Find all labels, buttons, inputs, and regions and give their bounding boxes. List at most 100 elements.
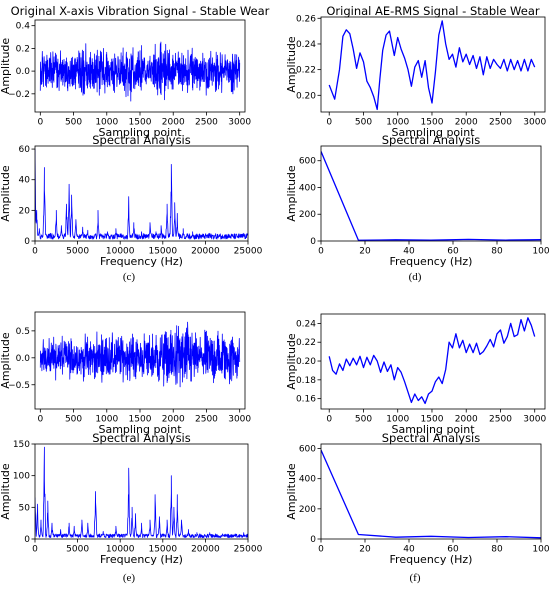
y-tick-label: 100 xyxy=(13,472,30,482)
x-tick-label: 0 xyxy=(326,415,332,425)
x-tick-label: 0 xyxy=(318,545,324,555)
caption-f: (f) xyxy=(410,572,421,584)
y-tick-label: 0 xyxy=(24,535,30,545)
y-tick-label: 0.22 xyxy=(296,66,316,76)
x-tick-label: 500 xyxy=(355,118,372,128)
x-tick-label: 60 xyxy=(447,247,459,257)
y-tick-label: 40 xyxy=(19,176,31,186)
x-tick-label: 2000 xyxy=(455,415,478,425)
y-tick-label: 400 xyxy=(299,183,316,193)
series-line xyxy=(321,151,541,241)
caption-d: (d) xyxy=(409,271,422,283)
x-tick-label: 1500 xyxy=(421,118,444,128)
plot-frame xyxy=(320,443,542,540)
plot-frame xyxy=(320,313,546,410)
y-tick-label: 60 xyxy=(19,145,31,155)
x-tick-label: 20 xyxy=(359,247,371,257)
x-tick-label: 0 xyxy=(326,118,332,128)
x-tick-label: 1500 xyxy=(129,415,152,425)
y-tick-label: 150 xyxy=(13,440,30,450)
y-axis-label: Amplitude xyxy=(0,332,12,389)
caption-c: (c) xyxy=(123,271,136,283)
y-axis-label: Amplitude xyxy=(0,463,12,520)
x-tick-label: 60 xyxy=(447,545,459,555)
y-axis-label: Amplitude xyxy=(0,165,12,222)
series-line xyxy=(35,148,248,240)
x-tick-label: 3000 xyxy=(228,118,251,128)
x-tick-label: 1000 xyxy=(386,118,409,128)
x-tick-label: 0 xyxy=(32,545,38,555)
chart-title: Spectral Analysis xyxy=(92,431,191,445)
plot-frame xyxy=(320,145,542,242)
x-tick-label: 20000 xyxy=(191,247,220,257)
x-tick-label: 0 xyxy=(32,247,38,257)
y-tick-label: 0.4 xyxy=(16,22,31,32)
y-tick-label: 0.26 xyxy=(296,14,316,24)
chart-stable-vibration: 0 500 1000 1500 2000 2500 3000 −0.2 0.0 0.2 0.4 Ori… xyxy=(0,4,270,139)
x-tick-label: 100 xyxy=(532,545,549,555)
x-tick-label: 100 xyxy=(532,247,549,257)
x-axis-label: Sampling point xyxy=(98,423,182,436)
x-tick-label: 500 xyxy=(355,415,372,425)
plot-frame xyxy=(34,145,249,242)
x-tick-label: 5000 xyxy=(66,247,89,257)
chart-stable-vibration-spectrum: 0 5000 10000 15000 20000 25000 0 20 40 60 Spectral… xyxy=(0,133,263,268)
x-tick-label: 80 xyxy=(491,247,503,257)
x-tick-label: 80 xyxy=(491,545,503,555)
series-line xyxy=(35,446,248,539)
x-axis-label: Frequency (Hz) xyxy=(100,255,183,268)
y-axis-label: Amplitude xyxy=(285,463,298,520)
x-tick-label: 25000 xyxy=(234,247,263,257)
y-tick-label: −0.5 xyxy=(8,381,30,391)
x-tick-label: 2000 xyxy=(455,118,478,128)
x-tick-label: 0 xyxy=(37,118,43,128)
x-tick-label: 1500 xyxy=(129,118,152,128)
chart-severe-ae-rms: 0 500 1000 1500 2000 2500 3000 0.16 0.18 0.20 0.22… xyxy=(285,313,546,436)
x-tick-label: 1000 xyxy=(95,118,118,128)
y-tick-label: 200 xyxy=(299,210,316,220)
x-tick-label: 25000 xyxy=(234,545,263,555)
y-tick-label: 0 xyxy=(310,237,316,247)
y-tick-label: 0.24 xyxy=(296,40,316,50)
x-axis-label: Frequency (Hz) xyxy=(390,255,473,268)
y-axis-label: Amplitude xyxy=(285,333,298,390)
x-tick-label: 10000 xyxy=(106,545,135,555)
y-tick-label: 0.24 xyxy=(296,319,316,329)
y-tick-label: 0.20 xyxy=(296,357,316,367)
y-tick-label: 400 xyxy=(299,475,316,485)
x-tick-label: 15000 xyxy=(148,247,177,257)
y-axis-label: Amplitude xyxy=(285,165,298,222)
x-tick-label: 3000 xyxy=(523,118,546,128)
chart-title: Spectral Analysis xyxy=(382,431,481,445)
y-axis-label: Amplitude xyxy=(285,36,298,93)
chart-severe-ae-rms-spectrum: 0 20 40 60 80 100 0 200 400 600 Spectral Analysis F… xyxy=(285,431,550,566)
x-axis-label: Sampling point xyxy=(391,126,475,139)
y-tick-label: 0.0 xyxy=(16,67,31,77)
x-tick-label: 40 xyxy=(403,247,415,257)
plot-frame xyxy=(320,16,546,113)
y-tick-label: 600 xyxy=(299,157,316,167)
x-tick-label: 2500 xyxy=(489,118,512,128)
chart-title: Original X-axis Vibration Signal - Stabl… xyxy=(11,4,270,18)
y-tick-label: 0.2 xyxy=(16,44,30,54)
y-tick-label: 0.22 xyxy=(296,338,316,348)
y-tick-label: 0.20 xyxy=(296,91,316,101)
chart-title: Spectral Analysis xyxy=(382,133,481,147)
x-tick-label: 2500 xyxy=(489,415,512,425)
x-tick-label: 1000 xyxy=(95,415,118,425)
x-tick-label: 5000 xyxy=(66,545,89,555)
y-tick-label: 50 xyxy=(19,503,31,513)
y-tick-label: 200 xyxy=(299,505,316,515)
x-tick-label: 20 xyxy=(359,545,371,555)
plot-frame xyxy=(34,443,249,540)
x-tick-label: 15000 xyxy=(148,545,177,555)
x-axis-label: Frequency (Hz) xyxy=(100,553,183,566)
x-tick-label: 3000 xyxy=(228,415,251,425)
series-line xyxy=(328,20,536,111)
series-line xyxy=(328,317,536,405)
chart-severe-vibration: 0 500 1000 1500 2000 2500 3000 −0.5 0.0 0.5 Sampli… xyxy=(0,311,251,436)
chart-title: Spectral Analysis xyxy=(92,133,191,147)
x-axis-label: Sampling point xyxy=(391,423,475,436)
series-line xyxy=(39,41,241,102)
